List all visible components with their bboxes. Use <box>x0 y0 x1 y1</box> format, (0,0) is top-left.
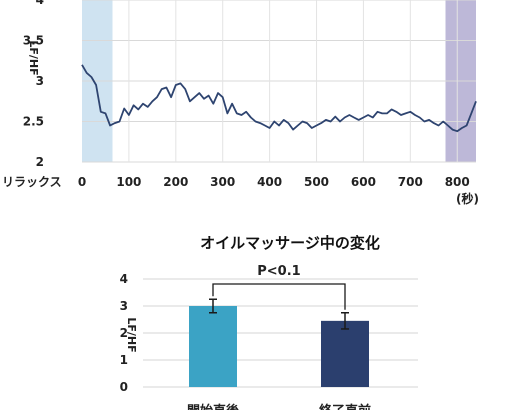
x-tick-label: 100 <box>116 175 141 189</box>
x-tick-label: 400 <box>257 175 282 189</box>
lfhf-series-line <box>81 64 477 133</box>
bar-1 <box>321 320 369 387</box>
x-unit-label: (秒) <box>456 191 479 206</box>
category-label: 終了直前 <box>319 403 371 410</box>
x-tick-label: 700 <box>398 175 423 189</box>
y-tick-label: 2 <box>120 326 128 340</box>
y-tick-label: 4 <box>120 272 128 286</box>
significance-bracket <box>212 283 346 310</box>
y-tick-label: 3 <box>120 299 128 313</box>
bar-chart-title: オイルマッサージ中の変化 <box>200 234 380 252</box>
y-tick-label: 1 <box>120 353 128 367</box>
x-tick-label: 500 <box>304 175 329 189</box>
lfhf-time-line-chart: 2 2.5 3 3.5 4 0 100 200 300 400 500 600 700 800 LF/H… <box>2 0 479 206</box>
bar-chart-ylabel: LF/HF <box>125 317 138 352</box>
y-tick-label: 0 <box>120 380 128 394</box>
y-tick-label: 3 <box>36 74 44 88</box>
y-tick-label: 2 <box>36 155 44 169</box>
lfhf-bar-chart: オイルマッサージ中の変化 0 1 2 3 4 LF/HF P<0.1 開始直後 終了直前 <box>120 234 418 410</box>
x-tick-label: 600 <box>351 175 376 189</box>
x-tick-label: 0 <box>78 175 86 189</box>
significance-label: P<0.1 <box>257 264 300 279</box>
y-tick-label: 4 <box>36 0 44 7</box>
x-prefix-label: リラックス <box>2 175 62 189</box>
category-label: 開始直後 <box>187 403 240 410</box>
x-tick-label: 200 <box>163 175 188 189</box>
bar-0 <box>189 306 237 387</box>
x-tick-label: 800 <box>445 175 470 189</box>
y-tick-label: 2.5 <box>23 115 44 129</box>
x-tick-label: 300 <box>210 175 235 189</box>
line-chart-ylabel: LF/HF <box>27 40 40 75</box>
y-tick-label: 3.5 <box>23 34 44 48</box>
